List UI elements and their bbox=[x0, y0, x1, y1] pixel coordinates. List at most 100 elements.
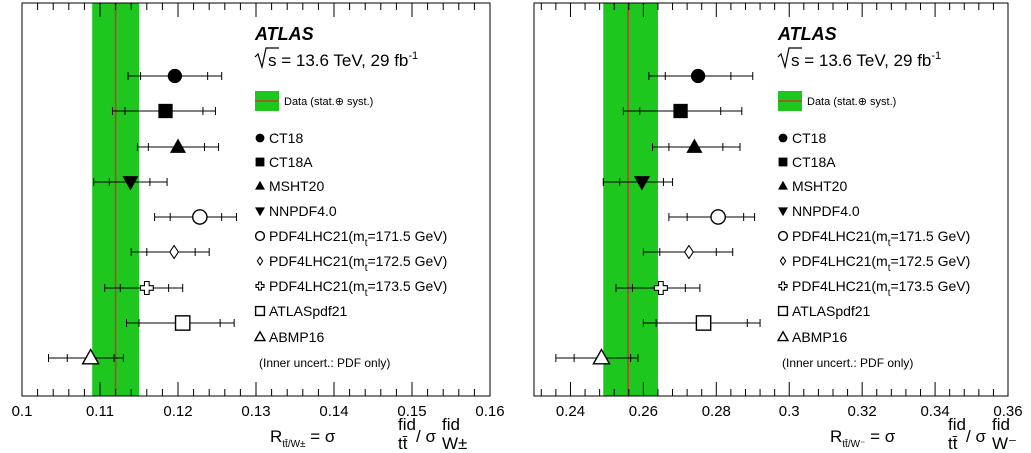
legend-label-text: ABMP16 bbox=[269, 329, 324, 345]
legend-marker-open-cross bbox=[778, 281, 788, 291]
sqrt-s: s bbox=[791, 51, 800, 70]
legend-marker-open-circle bbox=[254, 230, 266, 242]
legend-label-text: CT18 bbox=[269, 130, 303, 146]
legend-label-text: MSHT20 bbox=[269, 178, 324, 194]
x-tick-label: 0.3 bbox=[779, 403, 800, 420]
xlabel-sub2: W± bbox=[442, 434, 467, 453]
legend-label-1: CT18A bbox=[792, 154, 836, 170]
legend-marker-square bbox=[255, 157, 265, 167]
marker-triangle-up bbox=[686, 138, 703, 153]
legend-label-tail: =171.5 GeV) bbox=[367, 228, 447, 244]
legend-label-sub: t bbox=[888, 288, 891, 299]
marker-open-diamond bbox=[169, 244, 180, 260]
marker-square bbox=[158, 103, 173, 119]
x-tick-label: 0.13 bbox=[241, 403, 270, 420]
prediction-point-2 bbox=[652, 138, 741, 153]
legend-label-2: MSHT20 bbox=[269, 178, 324, 194]
prediction-point-4 bbox=[154, 209, 237, 225]
legend-label-tail: =171.5 GeV) bbox=[890, 228, 970, 244]
xlabel-slash: / σ bbox=[416, 427, 436, 446]
legend-marker-open-diamond bbox=[779, 256, 787, 266]
prediction-point-2 bbox=[136, 138, 220, 153]
legend-marker-open-square bbox=[777, 305, 789, 317]
legend-label-text: CT18A bbox=[269, 154, 313, 170]
legend-marker-open-square bbox=[254, 305, 266, 317]
legend-label-1: CT18A bbox=[269, 154, 313, 170]
legend-label-tail: =173.5 GeV) bbox=[890, 278, 970, 294]
legend-data-label: Data (stat.⊕ syst.) bbox=[284, 96, 373, 108]
inner-uncertainty-note: (Inner uncert.: PDF only) bbox=[782, 356, 913, 370]
xlabel-R: R bbox=[270, 427, 282, 446]
legend-label-text: ABMP16 bbox=[792, 329, 847, 345]
prediction-point-7 bbox=[642, 315, 761, 331]
x-tick-label: 0.14 bbox=[319, 403, 348, 420]
xlabel-sup1: fid bbox=[948, 415, 966, 434]
xlabel-sub: tt̄/W± bbox=[282, 438, 306, 450]
xlabel-sup2: fid bbox=[442, 415, 460, 434]
marker-triangle-up bbox=[169, 138, 187, 153]
legend-data-label: Data (stat.⊕ syst.) bbox=[807, 96, 896, 108]
legend-label-text: NNPDF4.0 bbox=[792, 203, 860, 219]
legend-label-text: CT18 bbox=[792, 130, 826, 146]
marker-open-cross bbox=[653, 280, 668, 296]
atlas-label: ATLAS bbox=[254, 24, 314, 44]
prediction-point-8 bbox=[48, 348, 124, 365]
x-tick-label: 0.15 bbox=[397, 403, 426, 420]
energy-label: s = 13.6 TeV, 29 fb-1 bbox=[268, 50, 418, 70]
atlas-label: ATLAS bbox=[777, 24, 837, 44]
marker-open-cross bbox=[139, 280, 154, 296]
x-tick-label: 0.12 bbox=[163, 403, 192, 420]
marker-triangle-down bbox=[122, 176, 139, 191]
legend-label-4: PDF4LHC21(mt=171.5 GeV) bbox=[792, 228, 970, 249]
marker-open-diamond bbox=[684, 244, 694, 260]
legend-label-7: ATLASpdf21 bbox=[269, 303, 348, 319]
chart-left: 0.1 0.11 0.12 0.13 0.14 0.15 0.16 ATLAS s = 13.6… bbox=[12, 2, 505, 453]
marker-circle bbox=[690, 68, 706, 84]
marker-open-circle bbox=[710, 209, 726, 225]
chart-panel-right: 0.24 0.26 0.28 0.3 0.32 0.34 0.36 ATLAS s = 13.6… bbox=[530, 0, 1031, 453]
legend-label-7: ATLASpdf21 bbox=[792, 303, 871, 319]
prediction-point-4 bbox=[668, 209, 756, 225]
plot-frame bbox=[533, 2, 1009, 397]
xlabel-R: R bbox=[830, 427, 842, 446]
marker-square bbox=[673, 103, 688, 119]
legend-label-sub: t bbox=[888, 238, 891, 249]
legend-label-tail: =173.5 GeV) bbox=[367, 278, 447, 294]
legend-label-text: NNPDF4.0 bbox=[269, 203, 337, 219]
prediction-point-1 bbox=[622, 103, 743, 119]
legend-label-6: PDF4LHC21(mt=173.5 GeV) bbox=[269, 278, 447, 299]
legend-label-sub: t bbox=[888, 263, 891, 274]
legend-label-6: PDF4LHC21(mt=173.5 GeV) bbox=[792, 278, 970, 299]
legend-marker-triangle-up bbox=[255, 180, 265, 190]
legend-label-tail: =172.5 GeV) bbox=[890, 253, 970, 269]
lumi-exponent: -1 bbox=[408, 50, 418, 62]
data-band bbox=[603, 3, 658, 396]
energy-value: = 13.6 TeV, 29 fb bbox=[277, 51, 409, 70]
marker-open-square bbox=[174, 315, 191, 331]
legend-label-3: NNPDF4.0 bbox=[269, 203, 337, 219]
xlabel-sup1: fid bbox=[398, 415, 416, 434]
x-tick-label: 0.24 bbox=[556, 403, 585, 420]
legend-label-0: CT18 bbox=[792, 130, 826, 146]
prediction-point-3 bbox=[602, 176, 674, 191]
xlabel-sub1: tt̄ bbox=[398, 434, 408, 453]
legend-label-text: PDF4LHC21(m bbox=[792, 278, 888, 294]
x-tick-label: 0.34 bbox=[920, 403, 949, 420]
marker-open-triangle-up bbox=[81, 348, 100, 365]
legend-label-sub: t bbox=[365, 263, 368, 274]
chart-panel-left: 0.1 0.11 0.12 0.13 0.14 0.15 0.16 ATLAS s = 13.6… bbox=[0, 0, 515, 453]
legend-marker-open-triangle-up bbox=[776, 330, 790, 342]
legend-label-text: PDF4LHC21(m bbox=[792, 228, 888, 244]
marker-open-square bbox=[695, 315, 712, 331]
xlabel-slash: / σ bbox=[966, 427, 986, 446]
legend-label-text: MSHT20 bbox=[792, 178, 847, 194]
legend-label-2: MSHT20 bbox=[792, 178, 847, 194]
legend-label-text: ATLASpdf21 bbox=[269, 303, 348, 319]
x-axis-label: Rtt̄/W± = σ bbox=[270, 427, 336, 450]
prediction-point-0 bbox=[127, 68, 223, 84]
prediction-point-5 bbox=[130, 244, 210, 260]
energy-label: s = 13.6 TeV, 29 fb-1 bbox=[791, 50, 941, 70]
legend-marker-circle bbox=[778, 133, 788, 143]
legend-label-0: CT18 bbox=[269, 130, 303, 146]
legend-marker-open-diamond bbox=[256, 256, 264, 266]
